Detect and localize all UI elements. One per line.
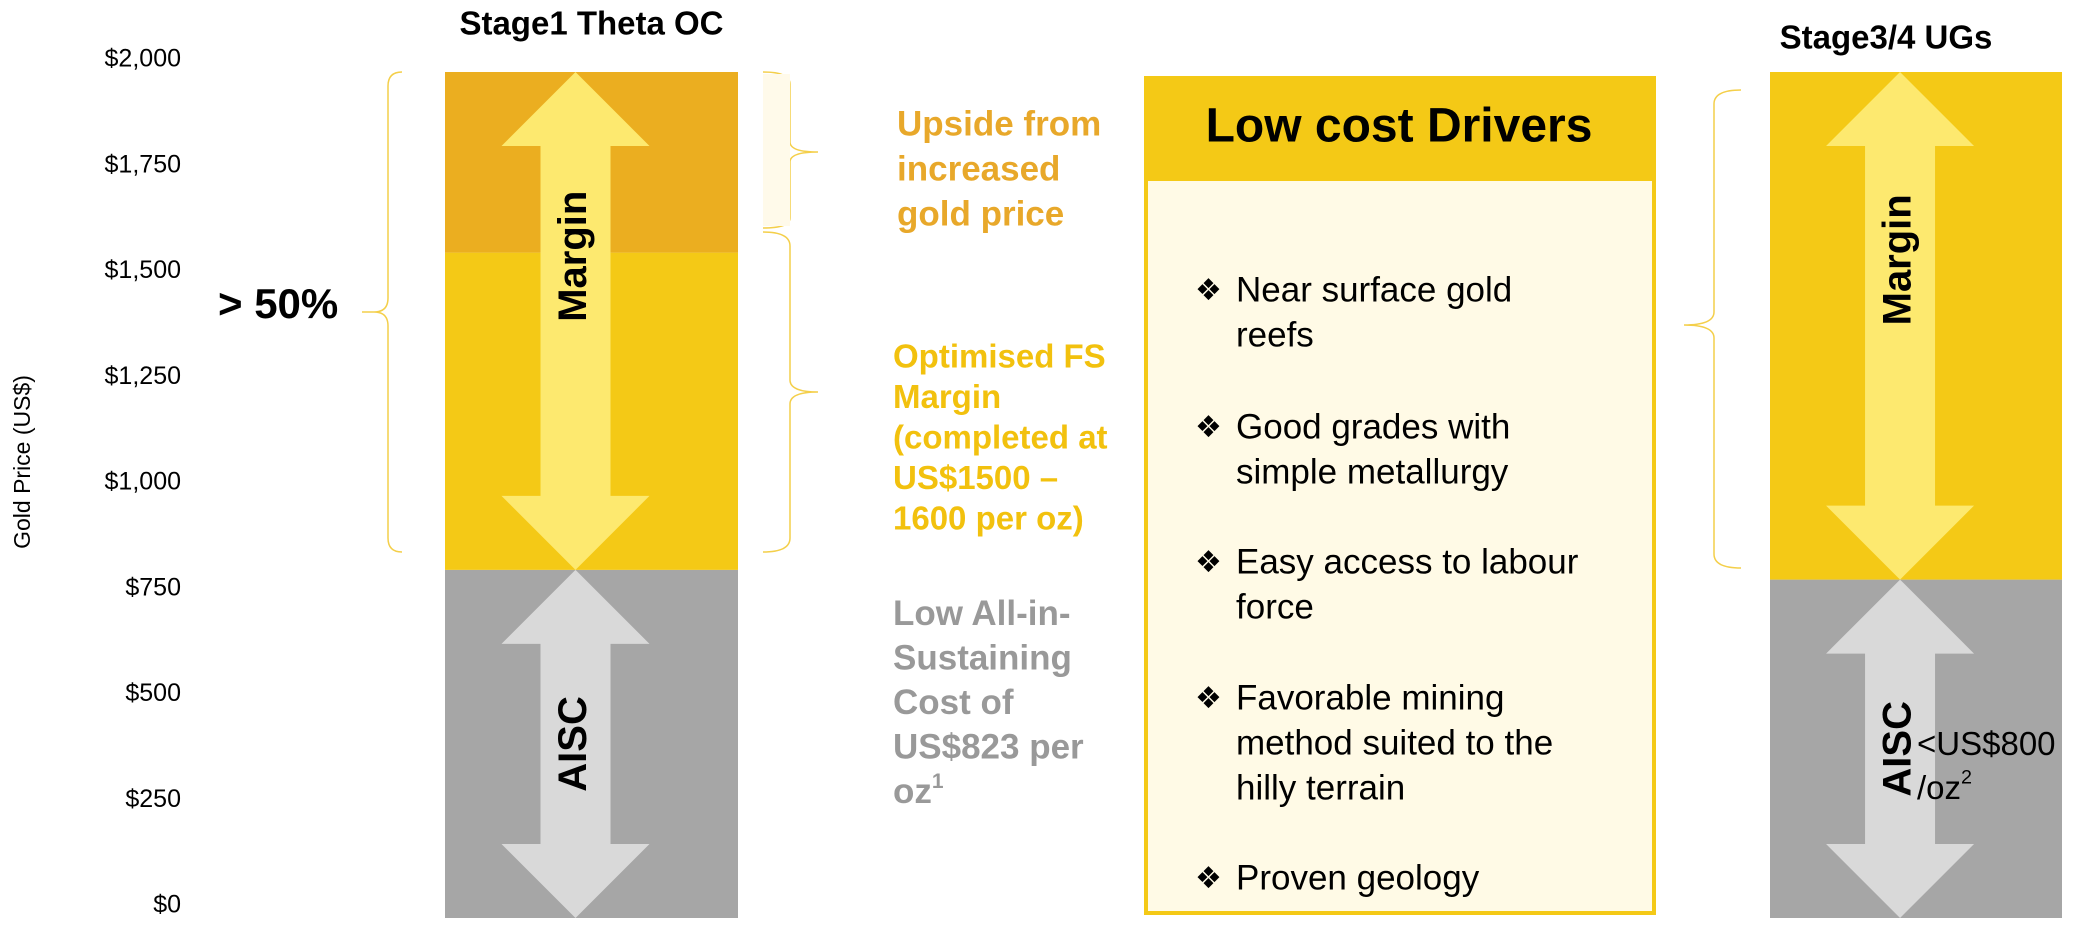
double-arrow xyxy=(501,72,650,570)
optimised-note: Optimised FS xyxy=(893,338,1106,375)
upside-note: increased xyxy=(897,149,1060,188)
driver-item: simple metallurgy xyxy=(1236,452,1509,491)
driver-item: Favorable mining xyxy=(1236,678,1504,717)
driver-item: reefs xyxy=(1236,315,1314,354)
bracket xyxy=(762,231,819,553)
arrows: AISC Margin AISC Margin xyxy=(501,72,1975,918)
bullet: ❖ xyxy=(1195,546,1222,579)
arrow-label: AISC xyxy=(1876,701,1920,797)
arrow-label: AISC xyxy=(551,696,595,792)
driver-item: hilly terrain xyxy=(1236,768,1405,807)
note-line: <US$800 xyxy=(1917,725,2056,762)
y-tick-label: $1,750 xyxy=(105,150,181,178)
optimised-note: Margin xyxy=(893,378,1001,415)
y-tick-label: $1,250 xyxy=(105,362,181,390)
note-line: Cost of xyxy=(893,683,1014,722)
double-arrow xyxy=(501,569,650,918)
note-line: Sustaining xyxy=(893,639,1072,678)
driver-item: Good grades with xyxy=(1236,407,1510,446)
aisc-note: Low All-in- xyxy=(893,594,1071,633)
upside-note: Upside from xyxy=(897,104,1101,143)
bullet: ❖ xyxy=(1195,274,1222,307)
double-arrow xyxy=(1826,72,1975,580)
driver-item: method suited to the xyxy=(1236,723,1553,762)
note-line: Low All-in- xyxy=(893,594,1071,633)
upside-shade xyxy=(763,74,790,226)
y-tick-label: $0 xyxy=(153,891,181,919)
bullet: ❖ xyxy=(1195,682,1222,715)
driver-item: Near surface gold xyxy=(1236,270,1512,309)
y-tick-label: $2,000 xyxy=(105,45,181,73)
optimised-note: (completed at xyxy=(893,419,1108,456)
optimised-note: US$1500 – xyxy=(893,459,1058,496)
optimised-note: 1600 per oz) xyxy=(893,500,1084,537)
drivers-title: Low cost Drivers xyxy=(1206,100,1593,153)
aisc-note: Cost of xyxy=(893,683,1014,722)
arrow-label: Margin xyxy=(551,191,595,322)
bracket xyxy=(1683,89,1742,569)
aisc-note: US$823 per xyxy=(893,728,1084,767)
margin-share: > 50% xyxy=(218,280,338,327)
driver-item: Easy access to labour xyxy=(1236,542,1579,581)
upside-note: gold price xyxy=(897,194,1064,233)
note-line: /oz xyxy=(1917,769,1961,806)
footnote-mark: 2 xyxy=(1961,767,1972,789)
driver-item: force xyxy=(1236,587,1314,626)
note-line: US$823 per xyxy=(893,728,1084,767)
y-axis-label: Gold Price (US$) xyxy=(9,375,35,549)
footnote-mark: 1 xyxy=(932,769,944,792)
driver-item: Proven geology xyxy=(1236,858,1480,897)
y-tick-label: $1,000 xyxy=(105,468,181,496)
bullet: ❖ xyxy=(1195,862,1222,895)
aisc-note: <US$800 xyxy=(1917,725,2056,762)
double-arrow xyxy=(1826,579,1975,918)
category-label: Stage3/4 UGs xyxy=(1780,19,1993,56)
note-line: oz xyxy=(893,772,932,811)
aisc-note: oz1 xyxy=(893,769,944,811)
arrow-label: Margin xyxy=(1876,194,1920,325)
bracket xyxy=(362,71,403,553)
y-tick-label: $750 xyxy=(125,573,181,601)
annotations: Upside from increased gold price Optimised … xyxy=(893,104,2056,897)
drivers-header xyxy=(1146,78,1654,181)
y-tick-label: $500 xyxy=(125,679,181,707)
category-label: Stage1 Theta OC xyxy=(459,5,723,42)
bullet: ❖ xyxy=(1195,411,1222,444)
y-tick-label: $250 xyxy=(125,785,181,813)
aisc-note: Sustaining xyxy=(893,639,1072,678)
aisc-note: /oz2 xyxy=(1917,767,1972,806)
y-tick-label: $1,500 xyxy=(105,256,181,284)
